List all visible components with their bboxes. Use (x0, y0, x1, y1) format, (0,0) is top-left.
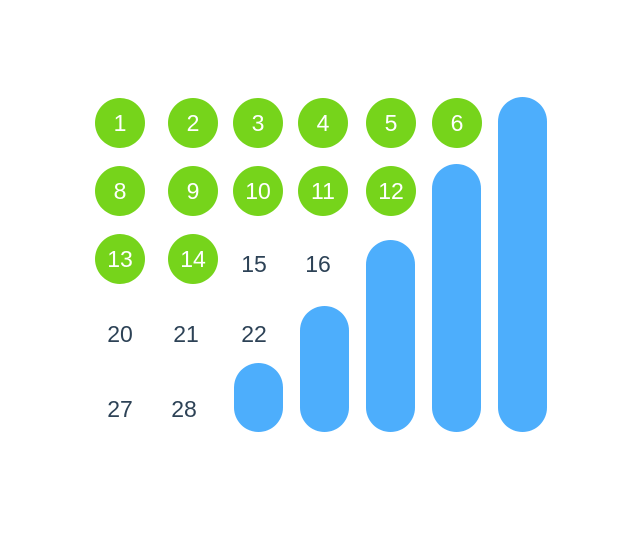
day-11: 11 (298, 166, 348, 216)
day-22: 22 (241, 320, 267, 347)
bar-5 (498, 97, 547, 432)
bar-1 (234, 363, 283, 432)
day-6: 6 (432, 98, 482, 148)
day-9: 9 (168, 166, 218, 216)
day-3: 3 (233, 98, 283, 148)
day-2: 2 (168, 98, 218, 148)
day-14: 14 (168, 234, 218, 284)
day-27: 27 (107, 395, 133, 422)
bar-3 (366, 239, 415, 432)
day-15: 15 (241, 250, 267, 277)
bar-2 (300, 306, 349, 432)
day-12: 12 (366, 166, 416, 216)
bar-4 (432, 163, 481, 432)
day-8: 8 (95, 166, 145, 216)
day-10: 10 (233, 166, 283, 216)
day-1: 1 (95, 98, 145, 148)
day-20: 20 (107, 320, 133, 347)
day-13: 13 (95, 234, 145, 284)
day-16: 16 (305, 250, 331, 277)
day-5: 5 (366, 98, 416, 148)
day-28: 28 (171, 395, 197, 422)
day-4: 4 (298, 98, 348, 148)
day-21: 21 (173, 320, 199, 347)
